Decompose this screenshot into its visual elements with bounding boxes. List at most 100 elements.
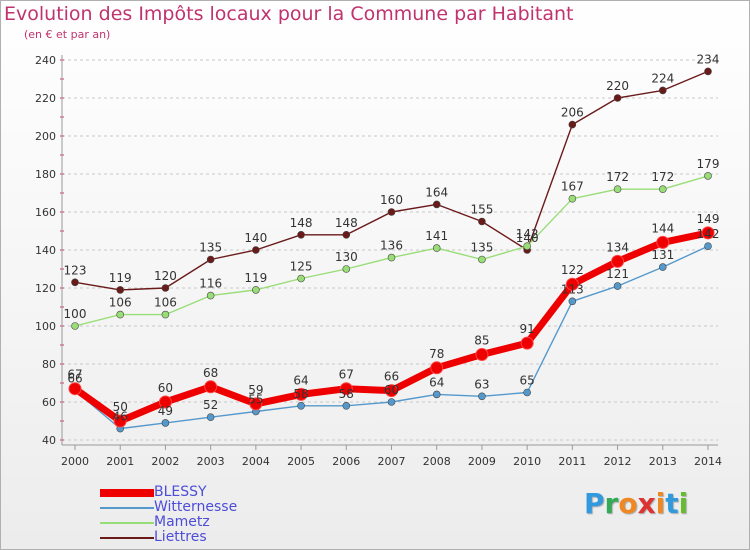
data-label-blessy: 68 bbox=[203, 366, 218, 380]
data-point-liettres bbox=[432, 200, 441, 209]
data-point-liettres bbox=[297, 231, 305, 239]
data-label-blessy: 50 bbox=[113, 400, 128, 414]
data-point-liettres bbox=[478, 217, 486, 226]
data-label-witternesse: 113 bbox=[561, 282, 584, 296]
y-tick-label: 60 bbox=[42, 396, 56, 409]
data-label-blessy: 67 bbox=[339, 368, 354, 382]
data-label-liettres: 220 bbox=[606, 79, 629, 93]
data-label-witternesse: 46 bbox=[113, 410, 128, 424]
legend-label: Mametz bbox=[154, 514, 210, 530]
data-point-mametz bbox=[613, 185, 622, 193]
legend-label: BLESSY bbox=[154, 484, 207, 500]
data-label-witternesse: 64 bbox=[429, 375, 444, 389]
data-label-witternesse: 49 bbox=[158, 404, 173, 418]
x-tick-label: 2002 bbox=[151, 455, 179, 468]
data-label-mametz: 125 bbox=[290, 260, 313, 274]
data-label-mametz: 167 bbox=[561, 180, 584, 194]
data-label-witternesse: 131 bbox=[651, 248, 674, 262]
y-tick-label: 40 bbox=[42, 434, 56, 447]
data-label-liettres: 120 bbox=[154, 269, 177, 283]
legend-item-witternesse: Witternesse bbox=[100, 500, 237, 515]
data-point-mametz bbox=[252, 286, 260, 294]
data-label-blessy: 78 bbox=[429, 347, 444, 361]
data-point-liettres bbox=[342, 231, 351, 239]
data-label-blessy: 91 bbox=[520, 322, 535, 336]
data-point-blessy bbox=[701, 226, 715, 240]
x-tick-label: 2012 bbox=[604, 455, 632, 468]
x-tick-label: 2008 bbox=[423, 455, 451, 468]
data-point-mametz bbox=[297, 274, 305, 283]
data-label-blessy: 66 bbox=[384, 370, 399, 384]
data-point-witternesse bbox=[613, 282, 622, 290]
data-point-mametz bbox=[568, 194, 577, 203]
legend-swatch bbox=[100, 488, 154, 497]
data-label-witternesse: 66 bbox=[67, 372, 82, 386]
data-point-witternesse bbox=[523, 388, 531, 397]
data-point-blessy bbox=[158, 395, 172, 409]
data-label-liettres: 160 bbox=[380, 193, 403, 207]
data-label-blessy: 85 bbox=[474, 334, 489, 348]
x-tick-label: 2013 bbox=[649, 455, 677, 468]
data-point-mametz bbox=[658, 185, 667, 193]
data-point-blessy bbox=[475, 348, 489, 361]
legend-swatch bbox=[100, 521, 154, 524]
data-label-mametz: 172 bbox=[606, 170, 629, 184]
data-point-blessy bbox=[385, 384, 398, 398]
data-point-mametz bbox=[342, 265, 351, 273]
data-point-witternesse bbox=[658, 263, 667, 271]
data-label-mametz: 172 bbox=[651, 170, 674, 184]
y-tick-label: 220 bbox=[35, 92, 56, 105]
data-label-mametz: 136 bbox=[380, 239, 403, 253]
data-label-witternesse: 121 bbox=[606, 267, 629, 281]
data-label-witternesse: 60 bbox=[384, 383, 399, 397]
data-label-liettres: 140 bbox=[516, 231, 539, 245]
data-point-witternesse bbox=[568, 297, 577, 306]
x-tick-label: 2006 bbox=[332, 455, 360, 468]
data-label-liettres: 148 bbox=[290, 216, 313, 230]
data-point-witternesse bbox=[297, 401, 305, 410]
data-point-blessy bbox=[565, 277, 579, 291]
logo-letter: t bbox=[665, 487, 679, 520]
data-label-blessy: 64 bbox=[293, 373, 308, 387]
data-point-blessy bbox=[611, 254, 625, 268]
data-point-blessy bbox=[339, 382, 353, 396]
y-tick-label: 180 bbox=[35, 168, 56, 181]
data-point-mametz bbox=[387, 253, 396, 262]
logo-letter: o bbox=[618, 487, 638, 520]
data-label-liettres: 119 bbox=[109, 271, 132, 285]
data-point-liettres bbox=[71, 278, 79, 287]
data-label-liettres: 164 bbox=[425, 185, 448, 199]
y-tick-label: 200 bbox=[35, 130, 56, 143]
data-label-witternesse: 55 bbox=[248, 393, 263, 407]
legend-label: Liettres bbox=[154, 529, 207, 545]
data-label-blessy: 59 bbox=[248, 383, 263, 397]
y-tick-label: 240 bbox=[35, 54, 56, 67]
data-label-blessy: 67 bbox=[67, 368, 82, 382]
data-label-blessy: 134 bbox=[606, 240, 629, 254]
x-tick-label: 2009 bbox=[468, 455, 496, 468]
data-label-mametz: 106 bbox=[109, 296, 132, 310]
data-point-liettres bbox=[704, 67, 712, 76]
data-label-blessy: 122 bbox=[561, 263, 584, 277]
data-point-witternesse bbox=[161, 419, 170, 427]
data-point-liettres bbox=[568, 120, 577, 129]
x-tick-label: 2000 bbox=[61, 455, 89, 468]
data-label-witternesse: 58 bbox=[293, 387, 308, 401]
data-point-blessy bbox=[204, 380, 218, 394]
legend-label: Witternesse bbox=[154, 499, 238, 515]
logo-letter: r bbox=[604, 487, 619, 520]
y-tick-label: 120 bbox=[35, 282, 56, 295]
data-label-mametz: 141 bbox=[425, 229, 448, 243]
data-point-witternesse bbox=[342, 401, 351, 410]
data-label-liettres: 123 bbox=[64, 263, 87, 277]
data-point-mametz bbox=[161, 310, 170, 319]
data-label-mametz: 135 bbox=[470, 241, 493, 255]
data-point-liettres bbox=[116, 286, 125, 294]
data-point-blessy bbox=[520, 336, 534, 350]
proxiti-logo: Proxiti bbox=[584, 487, 688, 520]
data-point-liettres bbox=[387, 208, 396, 216]
data-label-mametz: 179 bbox=[697, 157, 720, 171]
data-label-liettres: 234 bbox=[697, 52, 720, 66]
data-point-witternesse bbox=[704, 242, 712, 250]
legend-swatch bbox=[100, 536, 154, 539]
